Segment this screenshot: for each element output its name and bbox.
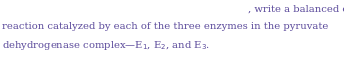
Text: dehydrogenase complex—E$_1$, E$_2$, and E$_3$.: dehydrogenase complex—E$_1$, E$_2$, and … <box>2 39 210 52</box>
Text: reaction catalyzed by each of the three enzymes in the pyruvate: reaction catalyzed by each of the three … <box>2 22 329 31</box>
Text: , write a balanced equation for the overall: , write a balanced equation for the over… <box>248 5 344 14</box>
